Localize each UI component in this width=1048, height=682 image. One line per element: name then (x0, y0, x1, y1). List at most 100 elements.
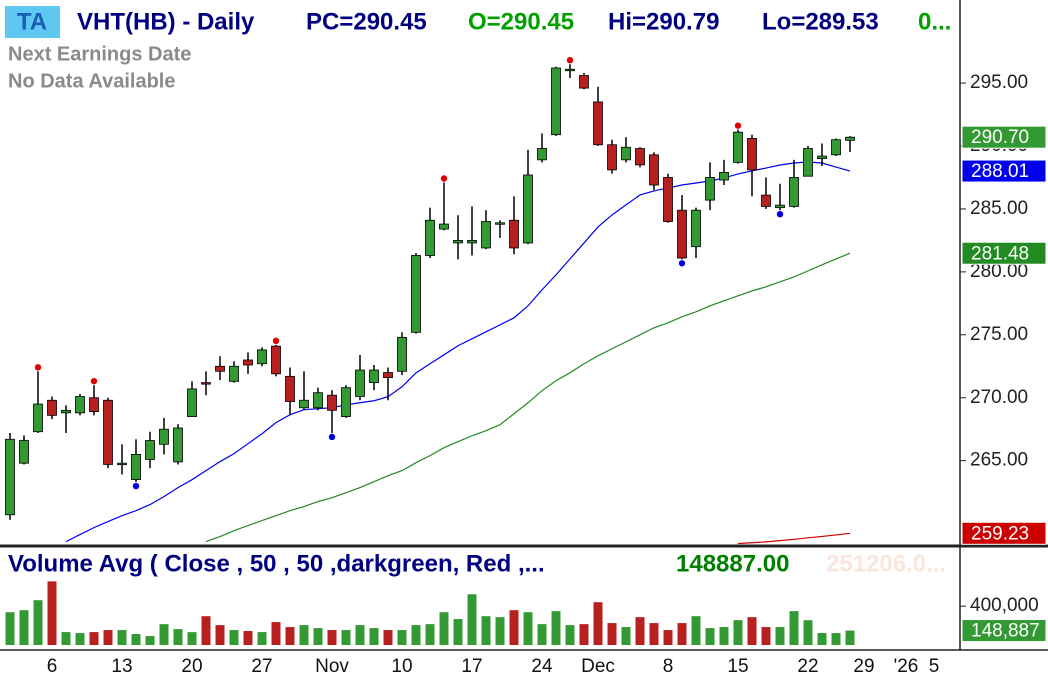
candle-body (467, 240, 477, 244)
volume-bar (285, 627, 295, 645)
low: Lo=289.53 (762, 8, 879, 35)
volume-bar (677, 623, 687, 645)
volume-bar (663, 630, 673, 645)
last-value-box (961, 619, 1047, 643)
candle-body (705, 177, 715, 201)
x-tick-label: 10 (391, 656, 412, 677)
candle-body (285, 375, 295, 402)
volume-bar (523, 612, 533, 645)
volume-bar (607, 623, 617, 645)
volume-bar (845, 630, 855, 645)
candle-body (663, 177, 673, 222)
candle-body (47, 399, 57, 416)
y-tick-label: 280.00 (970, 261, 1028, 282)
candle-body (453, 240, 463, 244)
candle-body (383, 372, 393, 378)
badge-box (5, 6, 60, 38)
volume-bar (61, 632, 71, 645)
candle-body (117, 462, 127, 466)
pivot-dot (328, 433, 336, 441)
candle-body (775, 204, 785, 209)
candle-body (75, 396, 85, 414)
candle-body (803, 148, 813, 177)
volume-bar (89, 632, 99, 645)
y-tick-label: 265.00 (970, 450, 1028, 471)
volume-bar (565, 625, 575, 645)
volume-bar (117, 630, 127, 645)
y-tick-label: 270.00 (970, 387, 1028, 408)
price-plot (5, 56, 855, 545)
volume-title: Volume Avg ( Close , 50 , 50 ,darkgreen,… (8, 550, 545, 577)
volume-bar (747, 617, 757, 645)
candle-body (411, 255, 421, 333)
candle-body (649, 154, 659, 186)
high: Hi=290.79 (608, 8, 719, 35)
x-tick-label: Dec (581, 656, 615, 677)
last-value-label: 290.70 (971, 127, 1029, 148)
volume-bar (341, 630, 351, 645)
last-value-box (961, 241, 1047, 265)
y-tick-label: 275.00 (970, 324, 1028, 345)
candle-body (831, 139, 841, 156)
volume-bar (173, 629, 183, 645)
volume-bar (537, 624, 547, 645)
volume-bar (229, 630, 239, 645)
volume-bar (467, 594, 477, 645)
volume-bar (5, 612, 15, 645)
candle-body (551, 67, 561, 136)
volume-bar (299, 625, 309, 645)
candle-body (271, 345, 281, 375)
candle-body (131, 453, 141, 480)
last-value-box (961, 521, 1047, 545)
badge: TA (17, 8, 47, 35)
volume-bar (635, 617, 645, 645)
x-tick-label: Nov (315, 656, 349, 677)
volume-bar (201, 616, 211, 645)
candle-body (789, 177, 799, 207)
candle-body (89, 397, 99, 412)
y-tick-label: 400,000 (970, 595, 1039, 616)
candle-body (761, 194, 771, 207)
volume-bar (257, 632, 267, 645)
y-tick-label: 295.00 (970, 72, 1028, 93)
pivot-dot (132, 482, 140, 490)
candle-body (299, 399, 309, 409)
candle-body (677, 209, 687, 259)
volume-bar (327, 630, 337, 645)
volume-plot (5, 581, 855, 645)
earnings-label: Next Earnings Date (8, 43, 191, 65)
earnings-value: No Data Available (8, 70, 175, 92)
x-tick-label: 5 (929, 656, 940, 677)
candle-body (845, 136, 855, 141)
volume-bar (705, 628, 715, 645)
x-tick-label: 22 (797, 656, 818, 677)
candle-body (425, 219, 435, 256)
x-tick-label: 15 (727, 656, 748, 677)
volume-bar (397, 630, 407, 645)
volume-bar (775, 627, 785, 645)
volume-bar (579, 624, 589, 645)
volume-bar (831, 633, 841, 645)
volume-bar (495, 617, 505, 645)
last-value-box (961, 125, 1047, 149)
candle-body (215, 365, 225, 372)
volume-bar (817, 633, 827, 645)
volume-bar (369, 628, 379, 645)
x-tick-label: 20 (181, 656, 202, 677)
candle-body (257, 349, 267, 365)
last-value-label: 259.23 (971, 523, 1029, 544)
volume-bar (593, 602, 603, 645)
candle-body (341, 387, 351, 418)
candle-body (481, 221, 491, 249)
volume-bar (33, 600, 43, 645)
candle-body (327, 394, 337, 411)
candle-body (621, 146, 631, 161)
volume-bar (411, 625, 421, 645)
candle-body (61, 409, 71, 414)
volume-bar (789, 611, 799, 645)
pivot-dot (566, 56, 574, 64)
volume-avg-value: 251206.0... (826, 550, 946, 577)
